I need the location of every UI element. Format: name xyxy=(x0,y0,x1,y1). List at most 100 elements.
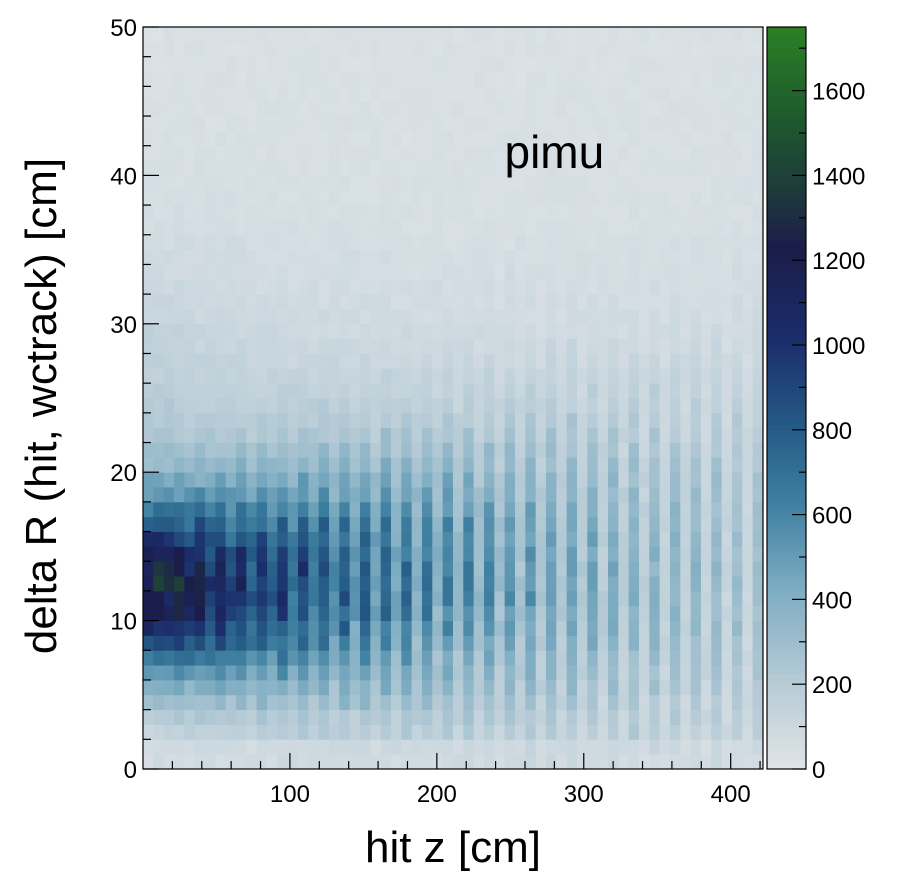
heatmap-cell xyxy=(421,353,433,369)
heatmap-cell xyxy=(411,679,423,696)
heatmap-cell xyxy=(525,219,537,236)
heatmap-cell xyxy=(680,576,692,592)
heatmap-cell xyxy=(380,175,392,191)
heatmap-cell xyxy=(494,427,506,443)
heatmap-cell xyxy=(535,457,547,473)
heatmap-cell xyxy=(535,412,547,429)
heatmap-cell xyxy=(163,635,175,651)
heatmap-cell xyxy=(700,56,712,72)
heatmap-cell xyxy=(411,86,423,102)
y-tick-label: 10 xyxy=(110,609,137,636)
heatmap-cell xyxy=(473,175,485,191)
heatmap-cell xyxy=(607,145,619,161)
heatmap-cell xyxy=(607,412,619,429)
heatmap-cell xyxy=(349,383,361,399)
heatmap-cell xyxy=(659,294,671,310)
heatmap-cell xyxy=(339,501,351,518)
heatmap-cell xyxy=(246,561,258,577)
heatmap-cell xyxy=(514,41,526,58)
heatmap-cell xyxy=(184,531,196,547)
heatmap-cell xyxy=(256,86,268,102)
heatmap-cell xyxy=(339,116,351,132)
heatmap-cell xyxy=(638,383,650,399)
heatmap-cell xyxy=(432,160,444,176)
heatmap-cell xyxy=(328,323,340,340)
heatmap-cell xyxy=(711,501,723,518)
heatmap-cell xyxy=(174,546,185,562)
heatmap-cell xyxy=(742,754,754,770)
heatmap-cell xyxy=(184,86,196,102)
heatmap-cell xyxy=(174,442,185,458)
heatmap-cell xyxy=(143,116,154,132)
heatmap-cell xyxy=(421,398,433,414)
heatmap-cell xyxy=(566,145,578,161)
heatmap-cell xyxy=(618,487,630,503)
heatmap-cell xyxy=(246,635,258,651)
heatmap-cell xyxy=(215,71,227,87)
heatmap-cell xyxy=(349,234,361,250)
heatmap-cell xyxy=(256,101,268,117)
heatmap-cell xyxy=(401,576,413,592)
heatmap-cell xyxy=(587,294,599,310)
heatmap-cell xyxy=(680,665,692,681)
heatmap-cell xyxy=(742,279,754,295)
colorbar-segment xyxy=(767,180,806,187)
heatmap-cell xyxy=(184,590,196,607)
heatmap-cell xyxy=(597,546,609,562)
heatmap-cell xyxy=(380,427,392,443)
heatmap-cell xyxy=(463,427,475,443)
heatmap-cell xyxy=(731,234,743,250)
heatmap-cell xyxy=(659,86,671,102)
heatmap-cell xyxy=(700,694,712,711)
heatmap-cell xyxy=(339,679,351,696)
colorbar-segment xyxy=(767,117,806,123)
heatmap-cell xyxy=(721,516,733,532)
heatmap-cell xyxy=(452,724,464,740)
heatmap-cell xyxy=(525,546,537,562)
heatmap-cell xyxy=(246,56,258,72)
heatmap-cell xyxy=(545,338,557,354)
heatmap-cell xyxy=(494,368,506,384)
heatmap-cell xyxy=(525,101,537,117)
heatmap-cell xyxy=(638,561,650,577)
heatmap-cell xyxy=(359,205,371,221)
heatmap-cell xyxy=(401,353,413,369)
heatmap-cell xyxy=(494,412,506,429)
colorbar-segment xyxy=(767,74,806,81)
heatmap-cell xyxy=(266,323,278,340)
heatmap-cell xyxy=(742,71,754,87)
heatmap-cell xyxy=(246,679,258,696)
heatmap-cell xyxy=(556,398,568,414)
heatmap-cell xyxy=(432,116,444,132)
heatmap-cell xyxy=(370,754,382,770)
colorbar-segment xyxy=(767,148,806,155)
heatmap-cell xyxy=(638,427,650,443)
heatmap-cell xyxy=(153,472,165,488)
heatmap-cell xyxy=(566,190,578,206)
heatmap-cell xyxy=(711,665,723,681)
heatmap-cell xyxy=(318,279,330,295)
heatmap-cell xyxy=(421,175,433,191)
heatmap-cell xyxy=(236,709,247,725)
heatmap-cell xyxy=(680,487,692,503)
heatmap-cell xyxy=(463,368,475,384)
heatmap-cell xyxy=(711,41,723,58)
heatmap-cell xyxy=(494,205,506,221)
heatmap-cell xyxy=(266,145,278,161)
heatmap-cell xyxy=(328,308,340,325)
heatmap-cell xyxy=(370,694,382,711)
heatmap-cell xyxy=(359,590,371,607)
heatmap-cell xyxy=(174,412,185,429)
heatmap-cell xyxy=(421,635,433,651)
heatmap-cell xyxy=(731,383,743,399)
heatmap-cell xyxy=(277,41,289,58)
heatmap-cell xyxy=(494,323,506,340)
heatmap-cell xyxy=(318,546,330,562)
heatmap-cell xyxy=(659,472,671,488)
heatmap-cell xyxy=(421,219,433,236)
heatmap-cell xyxy=(194,190,206,206)
heatmap-cell xyxy=(711,546,723,562)
heatmap-cell xyxy=(628,635,640,651)
heatmap-cell xyxy=(545,398,557,414)
heatmap-cell xyxy=(535,249,547,265)
